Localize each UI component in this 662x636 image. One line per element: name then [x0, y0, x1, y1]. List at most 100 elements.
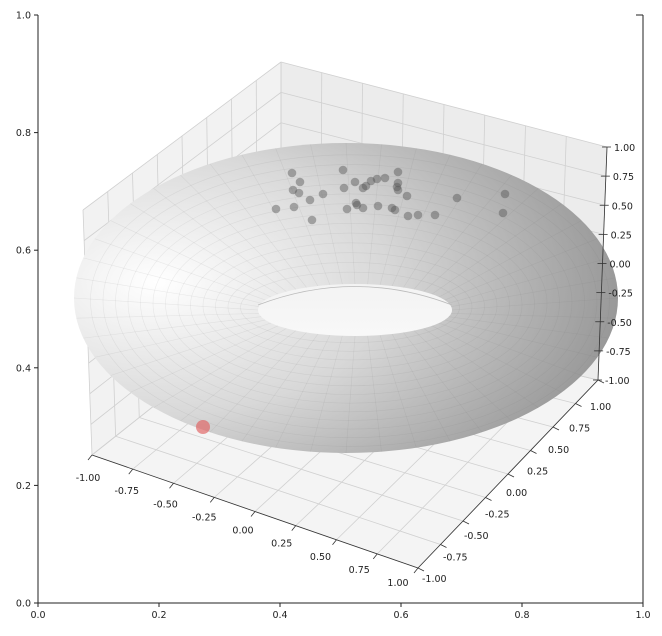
- x-tick-label: 0.00: [232, 526, 253, 537]
- tick-labels-3d: -1.00 -0.75 -0.50 -0.25 0.00 0.25 0.50 0.75 1.00…: [76, 143, 635, 589]
- x-tick-label: 1.00: [387, 578, 408, 589]
- data-point: [380, 173, 390, 183]
- y-tick-mark: [485, 497, 492, 501]
- x-tick-label: -1.00: [76, 473, 101, 484]
- data-point: [358, 203, 368, 213]
- data-point: [351, 198, 361, 208]
- data-point: [393, 167, 403, 177]
- data-point: [295, 177, 305, 187]
- mesh-line: [275, 148, 331, 285]
- y-tick-label: 1.0: [16, 11, 31, 22]
- y-tick-label: 0.4: [16, 363, 31, 374]
- mesh-line: [83, 257, 262, 304]
- y-tick-mark: [440, 544, 447, 548]
- highlight-point: [196, 420, 210, 434]
- axes-2d: [37, 15, 644, 604]
- y-tick-label: 0.2: [16, 481, 31, 492]
- data-point: [500, 189, 510, 199]
- y-tick-label: -0.25: [485, 510, 510, 521]
- data-point: [342, 204, 352, 214]
- x-tick-label: 0.6: [393, 610, 408, 621]
- x-tick-label: 0.25: [271, 539, 292, 550]
- data-point: [339, 183, 349, 193]
- x-tick-mark: [169, 483, 174, 489]
- grid-line: [280, 61, 608, 148]
- z-tick-label: 0.75: [613, 172, 634, 183]
- mesh-ring: [140, 193, 560, 413]
- x-tick-label: 1.0: [635, 610, 650, 621]
- mesh-line: [94, 238, 266, 301]
- data-point: [402, 191, 412, 201]
- x-tick-mark: [372, 553, 378, 560]
- y-tick-label: 0.8: [16, 128, 31, 139]
- mesh-line: [153, 328, 287, 408]
- mesh-line: [379, 148, 417, 285]
- mesh-line: [413, 330, 512, 422]
- y-tick-label: 0.0: [16, 599, 31, 610]
- x-tick-label: -0.75: [114, 486, 139, 497]
- mesh-line: [76, 277, 259, 307]
- mesh-ring: [90, 154, 610, 447]
- mesh-line: [448, 257, 609, 304]
- mesh-line: [310, 144, 343, 285]
- z-tick-label: -0.75: [606, 347, 631, 358]
- mesh-line: [423, 188, 539, 292]
- data-point: [413, 210, 423, 220]
- x-tick-label: 0.75: [349, 565, 370, 576]
- z-tick-label: 1.00: [614, 143, 635, 154]
- mesh-line: [153, 188, 287, 292]
- mesh-line: [345, 335, 356, 453]
- z-tick-label: -0.50: [607, 318, 632, 329]
- x-tick-label: -0.25: [192, 512, 217, 523]
- x-tick-mark: [128, 468, 134, 475]
- x-tick-label: 0.2: [151, 610, 166, 621]
- mesh-line: [180, 174, 297, 290]
- mesh-line: [448, 316, 609, 339]
- tick-labels-2d: 0.0 0.2 0.4 0.6 0.8 1.0 0.0 0.2 0.4 0.6 0.8 1.0: [16, 11, 651, 622]
- y-tick-mark: [530, 450, 537, 454]
- x-tick-mark: [209, 497, 215, 503]
- mesh-line: [451, 277, 616, 307]
- data-point: [366, 176, 376, 186]
- mesh-line: [110, 220, 272, 298]
- x-tick-label: 0.0: [30, 610, 45, 621]
- mesh-ring: [227, 262, 473, 352]
- x-tick-label: 0.50: [310, 552, 331, 563]
- y-tick-mark: [597, 379, 605, 384]
- mesh-line: [367, 144, 382, 285]
- x-tick-mark: [413, 567, 419, 574]
- data-point: [361, 181, 371, 191]
- x-tick-mark: [291, 525, 297, 531]
- data-point: [289, 202, 299, 212]
- mesh-line: [379, 335, 417, 448]
- data-point: [358, 183, 368, 193]
- z-tick-label: 0.50: [612, 201, 633, 212]
- z-tick-label: 0.25: [611, 230, 632, 241]
- z-tick-label: 0.00: [610, 260, 631, 271]
- mesh-ring: [177, 222, 523, 387]
- y-tick-label: 0.00: [506, 488, 527, 499]
- y-tick-label: -0.75: [443, 553, 468, 564]
- mesh-line: [431, 203, 562, 295]
- mesh-line: [275, 334, 331, 448]
- data-point: [498, 208, 508, 218]
- grid-line: [82, 61, 282, 211]
- data-point: [318, 189, 328, 199]
- scatter-points: [196, 165, 510, 434]
- mesh-ring: [165, 213, 535, 395]
- mesh-line: [438, 322, 582, 376]
- y-tick-label: 0.6: [16, 246, 31, 257]
- torus-surface: [74, 143, 618, 453]
- data-point: [294, 188, 304, 198]
- mesh-line: [241, 154, 319, 287]
- x-tick-mark: [87, 454, 93, 461]
- data-point: [393, 178, 403, 188]
- x-tick-mark: [332, 539, 337, 545]
- y-tick-mark: [575, 403, 582, 407]
- mesh-line: [444, 319, 598, 358]
- y-tick-label: -1.00: [422, 574, 447, 585]
- data-point: [305, 195, 315, 205]
- data-point: [403, 211, 413, 221]
- mesh-ring: [115, 174, 585, 430]
- mesh-line: [444, 238, 598, 301]
